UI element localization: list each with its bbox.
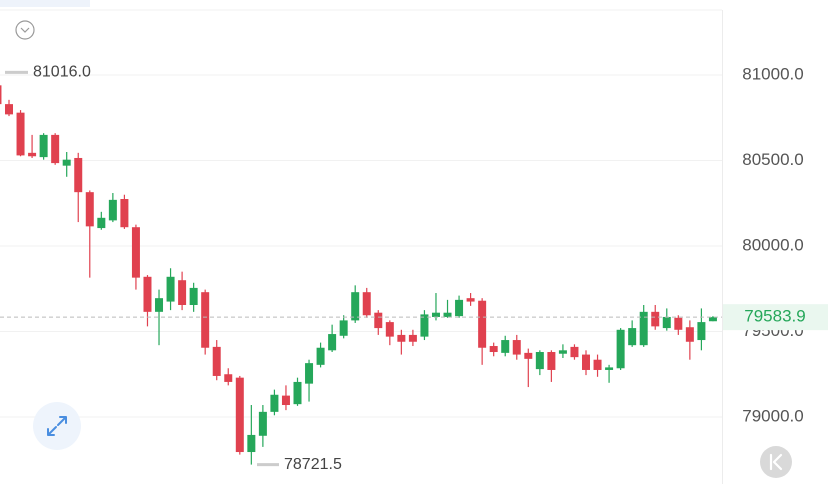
y-tick-label: 81000.0 — [742, 65, 803, 84]
candle-body — [605, 367, 614, 370]
candle-body — [431, 312, 440, 317]
candle-body — [74, 157, 83, 193]
candle-body — [305, 363, 314, 384]
candle-body — [212, 346, 221, 376]
candle-body — [235, 377, 244, 453]
candle-body — [201, 292, 210, 348]
chevron — [20, 27, 30, 33]
y-tick-label: 79000.0 — [742, 406, 803, 425]
candle-body — [582, 354, 590, 370]
candle-body — [351, 292, 360, 321]
candle-body — [247, 434, 256, 453]
top-tab — [0, 0, 90, 7]
candle-body — [524, 352, 533, 359]
back-button[interactable] — [760, 446, 792, 478]
back-icon — [769, 453, 783, 471]
candle-body — [270, 394, 279, 412]
candle-body — [5, 104, 13, 115]
candle-body — [155, 298, 164, 312]
expand-button[interactable] — [33, 402, 81, 450]
candle-body — [374, 312, 383, 329]
candle-body — [420, 314, 429, 337]
candle-body — [293, 381, 302, 405]
candle-body — [120, 199, 129, 228]
candle-body — [628, 328, 637, 346]
candle-body — [708, 317, 717, 322]
candle-body — [685, 327, 694, 342]
candle-body — [339, 320, 348, 336]
candles — [0, 85, 717, 465]
expand-circle — [33, 402, 81, 450]
candle-body — [535, 352, 544, 370]
candle-body — [16, 112, 25, 156]
candle-body — [224, 374, 233, 382]
expand-icon — [47, 416, 67, 436]
candle-body — [489, 346, 498, 353]
back-circle — [760, 446, 792, 478]
candle-body — [316, 347, 325, 365]
high-marker-label: 81016.0 — [33, 64, 91, 81]
candle-body — [385, 322, 394, 337]
candle-body — [189, 287, 198, 306]
candle-body — [178, 280, 187, 306]
last-price-tag — [723, 304, 828, 331]
candle-body — [97, 217, 106, 229]
candle-body — [697, 322, 706, 341]
candle-body — [397, 334, 406, 342]
candle-body — [408, 334, 417, 342]
candle-body — [478, 300, 487, 348]
candle-body — [281, 395, 290, 406]
candle-body — [616, 329, 625, 369]
candle-body — [455, 299, 464, 317]
collapse-button[interactable] — [15, 20, 35, 40]
candle-body — [51, 134, 60, 164]
candle-body — [662, 316, 671, 329]
candle-body — [443, 312, 452, 317]
candle-body — [0, 85, 2, 105]
y-tick-label: 80000.0 — [742, 236, 803, 255]
candle-body — [501, 340, 510, 353]
candle-body — [62, 159, 71, 166]
candle-body — [593, 359, 602, 370]
candle-body — [639, 311, 648, 346]
candle-body — [651, 311, 660, 327]
candle-body — [558, 350, 567, 354]
candle-body — [512, 340, 521, 355]
candle-body — [362, 292, 371, 316]
collapse-circle — [15, 20, 35, 40]
candle-body — [85, 192, 94, 227]
y-tick-label: 80500.0 — [742, 150, 803, 169]
low-marker-label: 78721.5 — [284, 456, 342, 473]
candle-body — [108, 199, 117, 221]
last-price-label: 79583.9 — [744, 307, 805, 326]
candle-body — [674, 317, 683, 330]
candle-body — [570, 346, 579, 358]
overlay: 79583.9 81016.0 78721.5 — [0, 64, 828, 473]
candle-body — [547, 352, 556, 370]
candle-body — [143, 276, 152, 312]
candle-body — [166, 276, 175, 302]
candle-body — [328, 334, 337, 351]
candle-body — [39, 134, 48, 158]
candle-body — [28, 152, 37, 157]
candle-body — [258, 411, 267, 436]
candle-body — [131, 227, 140, 278]
candle-body — [466, 298, 475, 302]
